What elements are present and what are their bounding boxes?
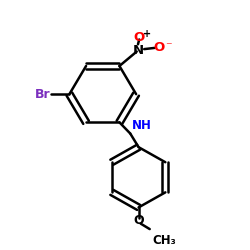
Text: Br: Br xyxy=(34,88,50,101)
Text: NH: NH xyxy=(132,119,151,132)
Text: N: N xyxy=(132,44,143,57)
Text: O: O xyxy=(134,30,145,44)
Text: O: O xyxy=(153,42,164,54)
Text: ⁻: ⁻ xyxy=(166,40,172,53)
Text: O: O xyxy=(133,214,144,227)
Text: CH₃: CH₃ xyxy=(152,234,176,247)
Text: +: + xyxy=(142,29,151,39)
